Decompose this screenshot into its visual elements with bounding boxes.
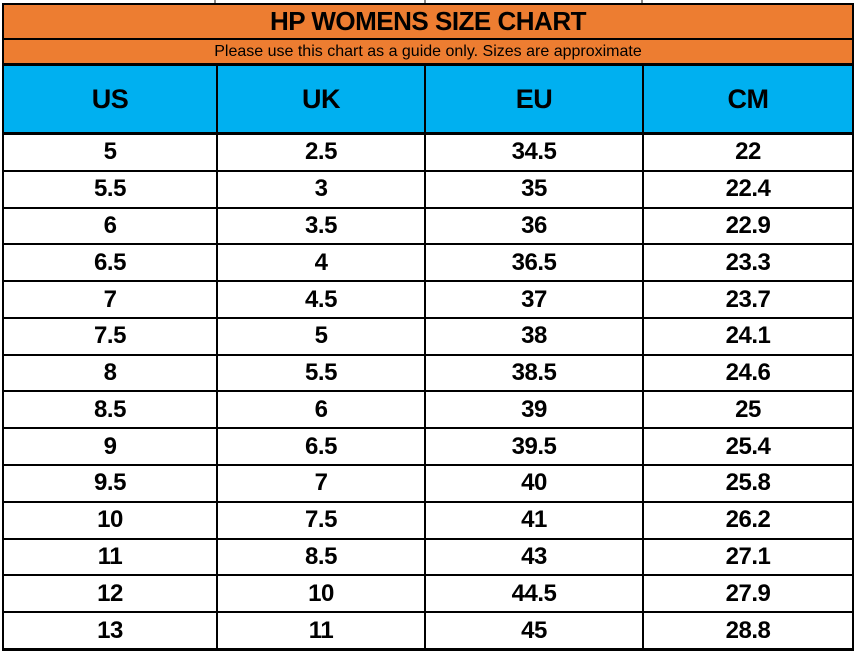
size-cell-us: 9 [4, 429, 218, 465]
size-cell-us: 5.5 [4, 171, 218, 207]
size-cell-uk: 6.5 [218, 429, 426, 465]
size-cell-us: 7.5 [4, 318, 218, 354]
table-row: 5 2.5 34.5 22 [4, 135, 852, 172]
column-header-eu: EU [426, 66, 644, 132]
size-cell-uk: 4 [218, 245, 426, 281]
size-cell-uk: 3.5 [218, 208, 426, 244]
size-cell-uk: 3 [218, 171, 426, 207]
size-cell-cm: 22.4 [725, 175, 771, 203]
table-row: 6.5 4 36.5 23.3 [4, 245, 852, 283]
table-row: 9.5 7 40 25.8 [4, 466, 852, 503]
table-row: 7.5 5 38 24.1 [4, 318, 852, 356]
size-cell-eu: 34.5 [426, 135, 644, 170]
size-cell-us: 10 [4, 502, 218, 538]
size-cell-cm: 28.8 [725, 616, 771, 644]
size-cell-cm: 25 [735, 395, 761, 423]
size-cell-eu: 44.5 [426, 576, 644, 612]
size-cell-cm: 27.1 [725, 542, 771, 570]
size-cell-eu: 38.5 [426, 355, 644, 391]
table-row: 7 4.5 37 23.7 [4, 282, 852, 319]
table-body: 5 2.5 34.5 22 5.5 3 35 22.4 6 3.5 36 22.… [4, 135, 852, 648]
size-cell-uk: 7.5 [218, 502, 426, 538]
size-cell-cm: 27.9 [725, 579, 771, 607]
size-cell-cm: 25.8 [725, 469, 771, 497]
table-row: 10 7.5 41 26.2 [4, 502, 852, 540]
column-header-row: US UK EU CM [4, 66, 852, 135]
size-chart-table: HP WOMENS SIZE CHART Please use this cha… [2, 3, 854, 651]
gridline-tick [424, 0, 426, 4]
size-cell-eu: 39.5 [426, 429, 644, 465]
chart-title: HP WOMENS SIZE CHART [4, 5, 852, 40]
size-cell-cm: 24.1 [725, 322, 771, 350]
table-row: 8 5.5 38.5 24.6 [4, 355, 852, 393]
size-cell-cm: 23.3 [725, 248, 771, 276]
gridline-tick [214, 0, 216, 4]
table-row: 12 10 44.5 27.9 [4, 576, 852, 614]
size-cell-us: 13 [4, 613, 218, 648]
size-cell-uk: 10 [218, 576, 426, 612]
column-header-us: US [4, 66, 218, 132]
table-row: 8.5 6 39 25 [4, 392, 852, 430]
size-cell-eu: 45 [426, 613, 644, 648]
size-cell-cm: 22.9 [725, 211, 771, 239]
gridline-tick [641, 0, 643, 4]
size-cell-cm: 23.7 [725, 285, 771, 313]
size-cell-cm: 26.2 [725, 506, 771, 534]
size-cell-eu: 43 [426, 539, 644, 575]
size-cell-us: 9.5 [4, 466, 218, 501]
column-header-uk: UK [218, 66, 426, 132]
size-cell-us: 8.5 [4, 392, 218, 428]
size-cell-us: 8 [4, 355, 218, 391]
size-cell-uk: 7 [218, 466, 426, 501]
table-row: 13 11 45 28.8 [4, 613, 852, 648]
size-cell-uk: 2.5 [218, 135, 426, 170]
table-row: 11 8.5 43 27.1 [4, 539, 852, 577]
size-cell-eu: 38 [426, 318, 644, 354]
size-cell-cm: 24.6 [725, 359, 771, 387]
column-header-cm: CM [727, 83, 769, 114]
size-cell-eu: 40 [426, 466, 644, 501]
size-cell-eu: 41 [426, 502, 644, 538]
table-row: 6 3.5 36 22.9 [4, 208, 852, 246]
size-cell-cm: 22 [735, 138, 761, 166]
size-cell-eu: 36.5 [426, 245, 644, 281]
size-cell-us: 6 [4, 208, 218, 244]
size-cell-uk: 6 [218, 392, 426, 428]
chart-subtitle: Please use this chart as a guide only. S… [4, 40, 852, 66]
size-cell-eu: 36 [426, 208, 644, 244]
size-cell-us: 11 [4, 539, 218, 575]
size-cell-eu: 39 [426, 392, 644, 428]
size-cell-uk: 8.5 [218, 539, 426, 575]
size-cell-us: 6.5 [4, 245, 218, 281]
size-cell-uk: 5.5 [218, 355, 426, 391]
size-cell-uk: 5 [218, 318, 426, 354]
table-row: 9 6.5 39.5 25.4 [4, 429, 852, 467]
size-cell-eu: 35 [426, 171, 644, 207]
table-row: 5.5 3 35 22.4 [4, 171, 852, 209]
size-cell-uk: 11 [218, 613, 426, 648]
size-cell-us: 7 [4, 282, 218, 317]
size-cell-eu: 37 [426, 282, 644, 317]
size-cell-us: 12 [4, 576, 218, 612]
size-cell-cm: 25.4 [725, 432, 771, 460]
size-cell-us: 5 [4, 135, 218, 170]
size-cell-uk: 4.5 [218, 282, 426, 317]
